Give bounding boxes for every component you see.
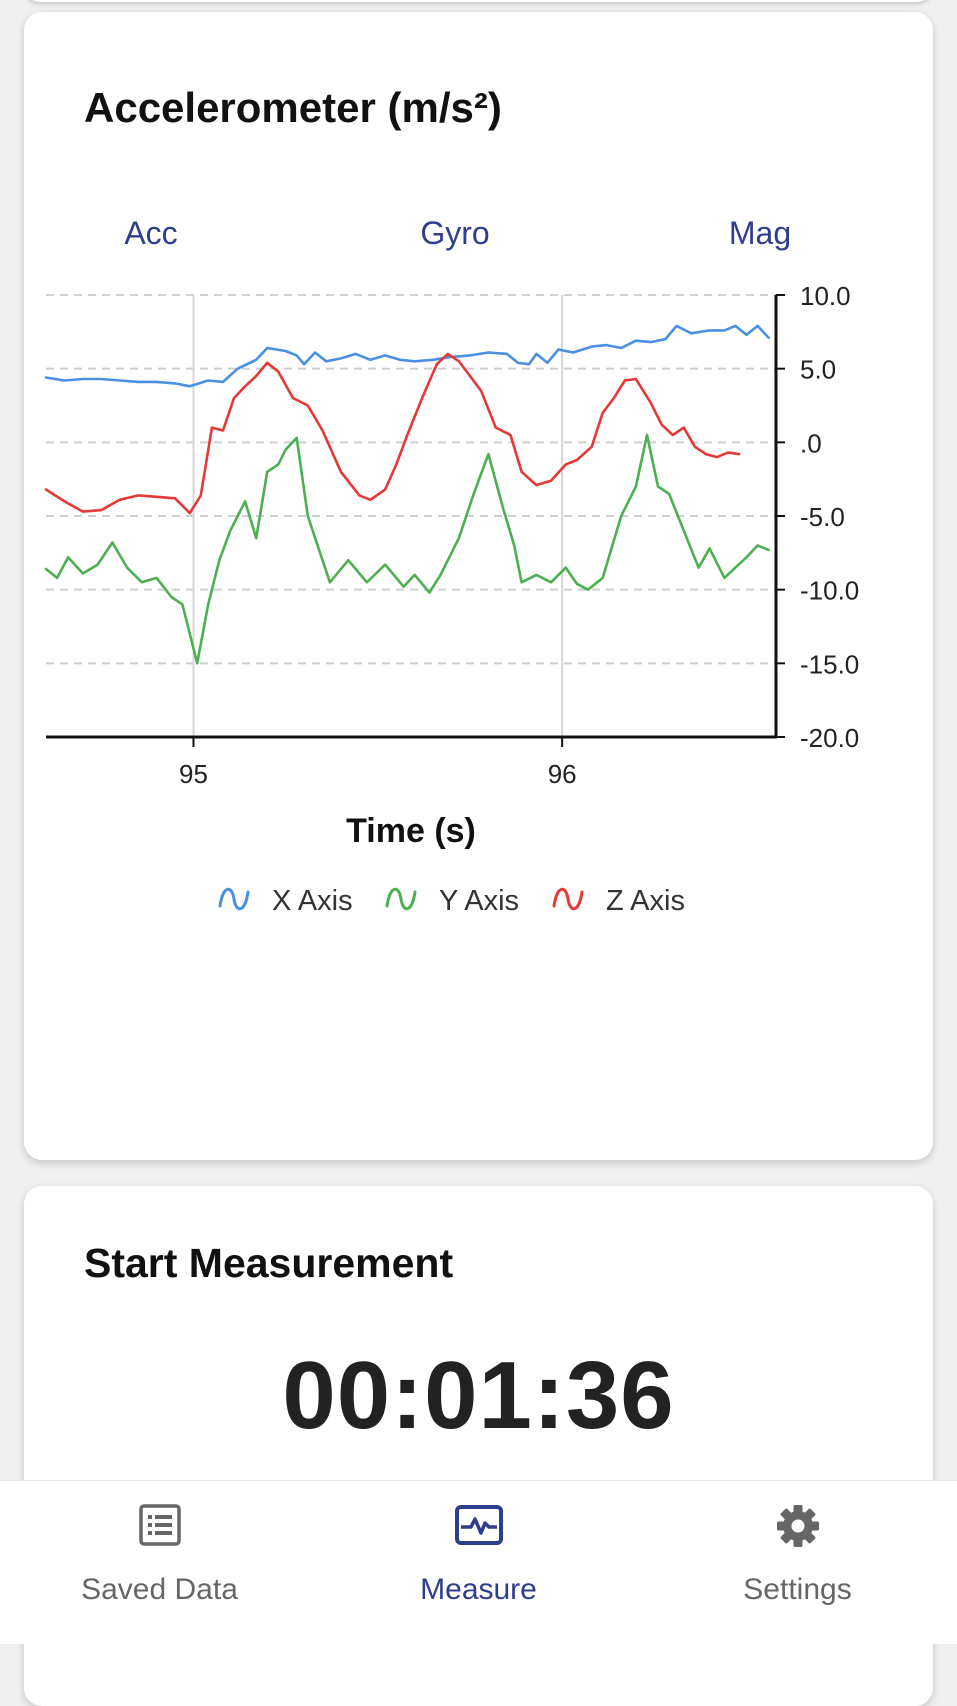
y-tick-label: -5.0 [800, 502, 845, 532]
legend-swatch-y [385, 887, 417, 911]
series-line-z [44, 352, 741, 515]
tab-acc[interactable]: Acc [124, 215, 178, 251]
x-axis-title: Time (s) [346, 812, 476, 850]
series-line-x [44, 324, 770, 388]
legend-label-x: X Axis [272, 885, 353, 917]
x-tick-label: 95 [179, 759, 208, 789]
chart-card: Accelerometer (m/s²) Acc Gyro Mag 10.0 5.… [24, 12, 933, 1160]
measurement-timer: 00:01:36 [282, 1342, 675, 1449]
nav-saved-data[interactable]: Saved Data [0, 1481, 319, 1644]
gear-icon [775, 1503, 821, 1554]
tab-mag[interactable]: Mag [728, 215, 792, 251]
accelerometer-chart: 10.0 5.0 .0 -5.0 -10.0 -15.0 -20.0 95 96 Time (s)… [44, 281, 859, 917]
legend-label-y: Y Axis [439, 885, 519, 917]
nav-settings[interactable]: Settings [638, 1481, 957, 1644]
list-icon [138, 1503, 182, 1552]
bottom-navigation: Saved Data Measure [0, 1480, 957, 1644]
series-line-y [44, 433, 770, 665]
nav-label-measure: Measure [420, 1573, 537, 1606]
measurement-title: Start Measurement [84, 1240, 454, 1286]
legend-swatch-x [218, 887, 250, 911]
tab-gyro[interactable]: Gyro [420, 215, 490, 251]
previous-card-edge [24, 0, 933, 2]
legend-label-z: Z Axis [606, 885, 685, 917]
waveform-icon [454, 1503, 504, 1552]
y-tick-label: -20.0 [800, 723, 859, 753]
y-tick-label: 10.0 [800, 281, 851, 311]
y-tick-label: .0 [800, 428, 822, 458]
y-tick-label: -15.0 [800, 649, 859, 679]
y-tick-label: -10.0 [800, 576, 859, 606]
nav-label-settings: Settings [743, 1573, 852, 1606]
legend-swatch-z [552, 887, 584, 911]
y-tick-label: 5.0 [800, 355, 836, 385]
nav-label-saved-data: Saved Data [81, 1573, 238, 1606]
nav-measure[interactable]: Measure [319, 1481, 638, 1644]
x-tick-label: 96 [548, 759, 577, 789]
chart-card-title: Accelerometer (m/s²) [84, 84, 502, 131]
